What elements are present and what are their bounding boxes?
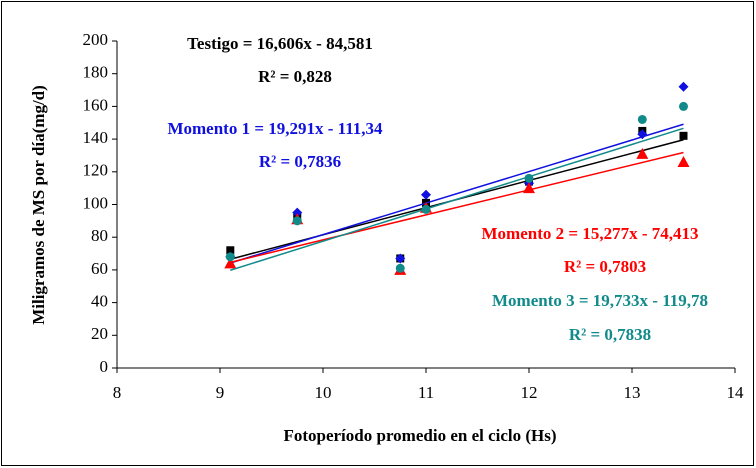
- trendline: [230, 127, 684, 271]
- marker: [224, 257, 237, 269]
- x-tick-label: 10: [315, 383, 332, 402]
- marker: [421, 189, 431, 200]
- marker: [677, 155, 690, 167]
- r-squared: R² = 0,7836: [259, 152, 341, 171]
- marker: [524, 173, 534, 183]
- trendline: [230, 123, 684, 264]
- x-axis-label: Fotoperíodo promedio en el ciclo (Hs): [283, 426, 556, 445]
- y-tick-label: 120: [83, 161, 109, 180]
- trendline-equation: Testigo = 16,606x - 84,581: [187, 34, 373, 53]
- y-tick-label: 140: [83, 128, 109, 147]
- marker: [421, 204, 431, 214]
- marker: [636, 147, 649, 159]
- x-tick-label: 12: [521, 383, 538, 402]
- y-tick-label: 100: [83, 193, 109, 212]
- y-tick-label: 0: [100, 357, 109, 376]
- r-squared: R² = 0,7803: [564, 257, 646, 276]
- y-tick-label: 180: [83, 63, 109, 82]
- x-tick-label: 8: [113, 383, 122, 402]
- y-tick-label: 80: [91, 226, 108, 245]
- marker: [679, 131, 688, 140]
- x-tick-label: 14: [727, 383, 745, 402]
- marker: [679, 101, 688, 111]
- trendline-equation: Momento 2 = 15,277x - 74,413: [482, 224, 699, 243]
- marker: [225, 252, 235, 262]
- marker: [292, 207, 303, 218]
- x-tick-label: 9: [216, 383, 225, 402]
- y-tick-label: 20: [91, 324, 108, 343]
- r-squared: R² = 0,7838: [569, 325, 651, 344]
- y-tick-label: 160: [83, 95, 109, 114]
- y-tick-label: 200: [83, 30, 109, 49]
- y-tick-label: 60: [91, 259, 108, 278]
- trendline-equation: Momento 1 = 19,291x - 111,34: [167, 119, 383, 138]
- marker: [678, 81, 689, 92]
- marker: [395, 253, 406, 264]
- r-squared: R² = 0,828: [258, 67, 332, 86]
- marker: [637, 129, 648, 140]
- y-tick-label: 40: [91, 292, 108, 311]
- trendline: [230, 151, 684, 264]
- marker: [637, 114, 647, 124]
- marker: [292, 216, 302, 226]
- y-axis-label: Miligramos de MS por día(mg/d): [29, 85, 48, 325]
- x-tick-label: 11: [418, 383, 434, 402]
- marker: [226, 246, 235, 255]
- marker: [523, 182, 535, 194]
- x-tick-label: 13: [624, 383, 641, 402]
- trendline-equation: Momento 3 = 19,733x - 119,78: [492, 291, 708, 310]
- marker: [395, 263, 405, 273]
